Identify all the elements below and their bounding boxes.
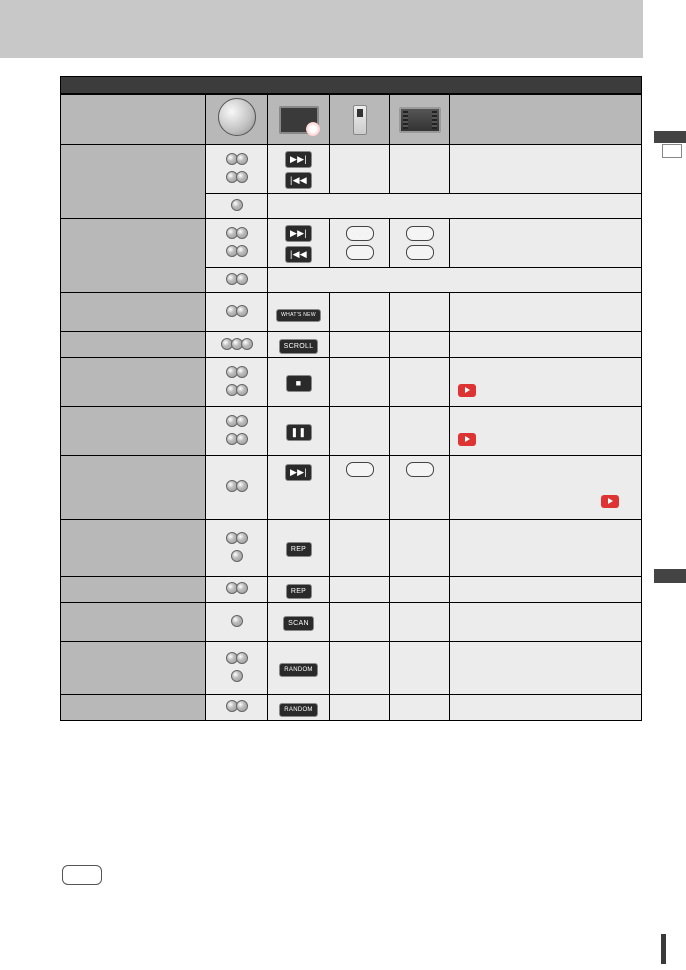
table-row: ■ [61, 358, 642, 407]
display-icon [399, 107, 441, 133]
whatsnew-button[interactable]: WHAT'S NEW [276, 309, 321, 322]
play-icon [458, 433, 476, 446]
remote-icon [353, 105, 367, 135]
disc-single [231, 615, 243, 627]
scan-button[interactable]: SCAN [283, 616, 314, 631]
table-row: REP [61, 519, 642, 576]
random-button[interactable]: RANDOM [279, 703, 317, 717]
pause-button[interactable]: ❚❚ [286, 424, 312, 441]
side-tab-dark-2 [654, 569, 686, 583]
disc-cluster-4 [227, 364, 247, 400]
table-row: RANDOM [61, 641, 642, 694]
next-button[interactable]: ▶▶| [285, 151, 312, 168]
panel-btn[interactable] [406, 462, 434, 477]
disc-cluster-2 [227, 698, 247, 716]
disc-single [231, 199, 243, 211]
footnote [62, 865, 102, 890]
table-row: SCAN [61, 602, 642, 641]
feature-table: ▶▶| |◀◀ ▶▶| [60, 76, 642, 721]
table-row: ▶▶| |◀◀ [61, 145, 642, 194]
play-icon [601, 495, 619, 508]
disc-cluster-2 [227, 303, 247, 321]
side-tab-box [662, 144, 682, 158]
table-row: SCROLL [61, 332, 642, 358]
disc-cluster-2 [227, 478, 247, 496]
play-icon [458, 384, 476, 397]
disc-cluster-2 [227, 271, 247, 289]
stop-button[interactable]: ■ [286, 375, 312, 392]
fwd-button[interactable]: ▶▶| [285, 464, 312, 481]
rep-button[interactable]: REP [286, 542, 312, 557]
rep-button[interactable]: REP [286, 584, 312, 599]
disc-icon [218, 98, 256, 136]
disc-cluster-3 [227, 650, 247, 686]
panel-btn[interactable] [406, 226, 434, 241]
panel-btn[interactable] [346, 245, 374, 260]
table-row: ▶▶| |◀◀ [61, 219, 642, 268]
table-title-strip [60, 76, 642, 94]
table-header-row [61, 95, 642, 145]
disc-cluster-3 [222, 336, 252, 354]
disc-cluster-2 [227, 580, 247, 598]
side-tab-dark [654, 131, 686, 143]
table-row: RANDOM [61, 694, 642, 720]
panel-btn[interactable] [346, 462, 374, 477]
top-header-bar [0, 0, 643, 58]
scroll-button[interactable]: SCROLL [279, 339, 319, 354]
footnote-button [62, 865, 102, 885]
disc-cluster-3 [227, 530, 247, 566]
table-row: ▶▶| [61, 456, 642, 519]
back-button[interactable]: |◀◀ [285, 246, 312, 263]
panel-btn[interactable] [406, 245, 434, 260]
table-row: ❚❚ [61, 407, 642, 456]
fwd-button[interactable]: ▶▶| [285, 225, 312, 242]
page-edge-mark [661, 934, 666, 964]
random-button[interactable]: RANDOM [279, 663, 317, 677]
touchscreen-icon [279, 106, 319, 134]
table-row: REP [61, 576, 642, 602]
table-row: WHAT'S NEW [61, 293, 642, 332]
prev-button[interactable]: |◀◀ [285, 172, 312, 189]
disc-cluster-4 [227, 225, 247, 261]
disc-cluster-4 [227, 151, 247, 187]
disc-cluster-4 [227, 413, 247, 449]
panel-btn[interactable] [346, 226, 374, 241]
